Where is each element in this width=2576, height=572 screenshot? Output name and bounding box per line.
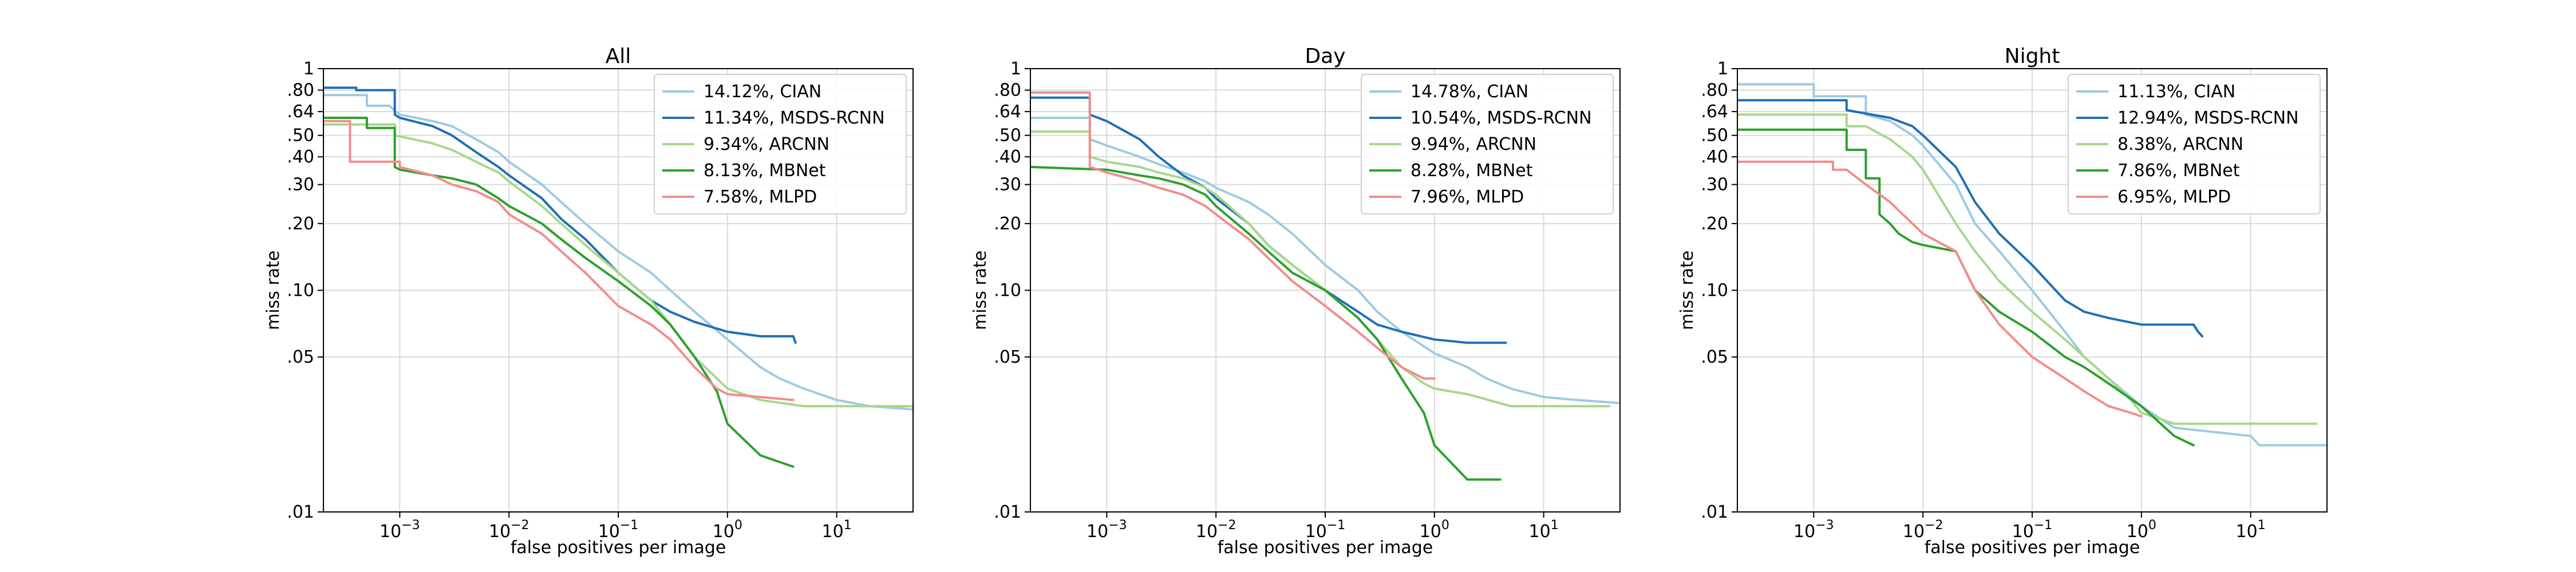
x-tick-label: 101	[2236, 518, 2266, 542]
legend-entry: 11.13%, CIAN	[2117, 82, 2235, 102]
chart-panel-all: 10−3 10−2 10−1 100 101 1.80.64 .50.40 .30 .20 .10…	[263, 45, 914, 558]
y-tick-label: .01	[287, 502, 314, 522]
legend-entry: 12.94%, MSDS-RCNN	[2117, 108, 2299, 128]
y-tick-label: .40	[287, 147, 314, 167]
y-tick-label: .05	[1701, 347, 1728, 367]
y-tick-label: .64	[287, 102, 314, 122]
x-axis-label: false positives per image	[511, 538, 726, 558]
legend-box	[654, 74, 907, 214]
x-tick-label: 101	[822, 518, 852, 542]
legend-entry: 11.34%, MSDS-RCNN	[704, 108, 885, 128]
legend-entry: 7.96%, MLPD	[1411, 187, 1524, 207]
series-line-msds-rcnn	[1737, 99, 2203, 337]
series-group	[323, 86, 913, 468]
x-tick-label: 101	[1529, 518, 1559, 542]
x-tick-label: 10−3	[1086, 518, 1127, 542]
x-tick-label: 10−1	[1305, 518, 1346, 542]
legend-entry: 14.78%, CIAN	[1411, 82, 1528, 102]
y-tick-label: .01	[1701, 502, 1728, 522]
x-tick-label: 10−3	[380, 518, 420, 542]
legend: 14.78%, CIAN 10.54%, MSDS-RCNN 9.94%, ARCN…	[1361, 74, 1614, 214]
y-tick-label: .80	[1701, 81, 1728, 101]
series-line-mlpd	[1030, 91, 1436, 380]
y-tick-label: .10	[994, 281, 1021, 301]
chart-panel-night: 10−3 10−2 10−1 100 101 1.80.64 .50.40 .30 .20 .10…	[1677, 45, 2328, 558]
legend-entry: 7.58%, MLPD	[704, 187, 817, 207]
x-tick-label: 10−1	[2012, 518, 2053, 542]
series-line-arcnn	[323, 123, 913, 408]
y-tick-label: .40	[1701, 147, 1728, 167]
chart-panel-day: 10−3 10−2 10−1 100 101 1.80.64 .50.40 .30 .20 .10…	[970, 45, 1621, 558]
x-tick-label: 100	[2127, 518, 2156, 542]
legend-entry: 6.95%, MLPD	[2117, 187, 2231, 207]
legend-entry: 8.38%, ARCNN	[2117, 134, 2243, 154]
legend-box	[1361, 74, 1614, 214]
x-tick-label: 10−2	[489, 518, 530, 542]
series-group	[1737, 83, 2327, 447]
series-line-mbnet	[1030, 165, 1502, 481]
legend-entry: 9.94%, ARCNN	[1411, 134, 1536, 154]
y-tick-label: .64	[994, 102, 1021, 122]
series-group	[1030, 91, 1620, 481]
y-axis-label: miss rate	[970, 251, 990, 330]
series-line-mbnet	[323, 117, 795, 468]
legend-entry: 14.12%, CIAN	[704, 82, 821, 102]
y-tick-label: .10	[287, 281, 314, 301]
y-tick-label: 1	[303, 59, 314, 79]
x-tick-label: 10−1	[598, 518, 639, 542]
y-tick-label: .01	[994, 502, 1021, 522]
x-tick-label: 10−2	[1903, 518, 1943, 542]
x-tick-label: 100	[713, 518, 742, 542]
y-tick-label: .05	[994, 347, 1021, 367]
y-tick-label: .64	[1701, 102, 1728, 122]
chart-title: Night	[2005, 45, 2060, 68]
legend-entry: 9.34%, ARCNN	[704, 134, 829, 154]
legend: 11.13%, CIAN 12.94%, MSDS-RCNN 8.38%, ARCN…	[2068, 74, 2321, 214]
series-line-cian	[323, 94, 913, 411]
y-tick-label: .50	[994, 126, 1021, 146]
y-tick-label: .80	[287, 81, 314, 101]
y-tick-label: .40	[994, 147, 1021, 167]
legend-box	[2068, 74, 2321, 214]
y-tick-label: .50	[287, 126, 314, 146]
series-line-arcnn	[1737, 113, 2318, 425]
x-tick-label: 100	[1420, 518, 1449, 542]
legend: 14.12%, CIAN 11.34%, MSDS-RCNN 9.34%, ARCN…	[654, 74, 907, 214]
legend-entry: 10.54%, MSDS-RCNN	[1411, 108, 1592, 128]
series-line-mlpd	[1737, 160, 2143, 418]
y-tick-label: 1	[1010, 59, 1021, 79]
y-tick-label: 1	[1717, 59, 1728, 79]
legend-entry: 8.13%, MBNet	[704, 161, 826, 181]
y-tick-label: .20	[287, 214, 314, 234]
series-line-mbnet	[1737, 128, 2195, 447]
chart-title: Day	[1305, 45, 1345, 68]
y-tick-label: .10	[1701, 281, 1728, 301]
y-axis-label: miss rate	[1677, 251, 1697, 330]
x-axis-label: false positives per image	[1925, 538, 2140, 558]
y-tick-label: .30	[994, 175, 1021, 195]
x-axis-label: false positives per image	[1218, 538, 1433, 558]
y-axis-label: miss rate	[263, 251, 283, 330]
y-tick-label: .30	[1701, 175, 1728, 195]
series-line-mlpd	[323, 120, 795, 402]
series-line-cian	[1030, 117, 1620, 404]
legend-entry: 8.28%, MBNet	[1411, 161, 1533, 181]
legend-entry: 7.86%, MBNet	[2117, 161, 2240, 181]
series-line-msds-rcnn	[323, 86, 797, 344]
y-tick-label: .50	[1701, 126, 1728, 146]
chart-title: All	[606, 45, 631, 68]
y-tick-label: .20	[1701, 214, 1728, 234]
y-tick-label: .20	[994, 214, 1021, 234]
y-tick-label: .80	[994, 81, 1021, 101]
series-line-arcnn	[1030, 130, 1611, 408]
x-tick-label: 10−2	[1196, 518, 1236, 542]
y-tick-label: .05	[287, 347, 314, 367]
y-tick-label: .30	[287, 175, 314, 195]
x-tick-label: 10−3	[1793, 518, 1834, 542]
